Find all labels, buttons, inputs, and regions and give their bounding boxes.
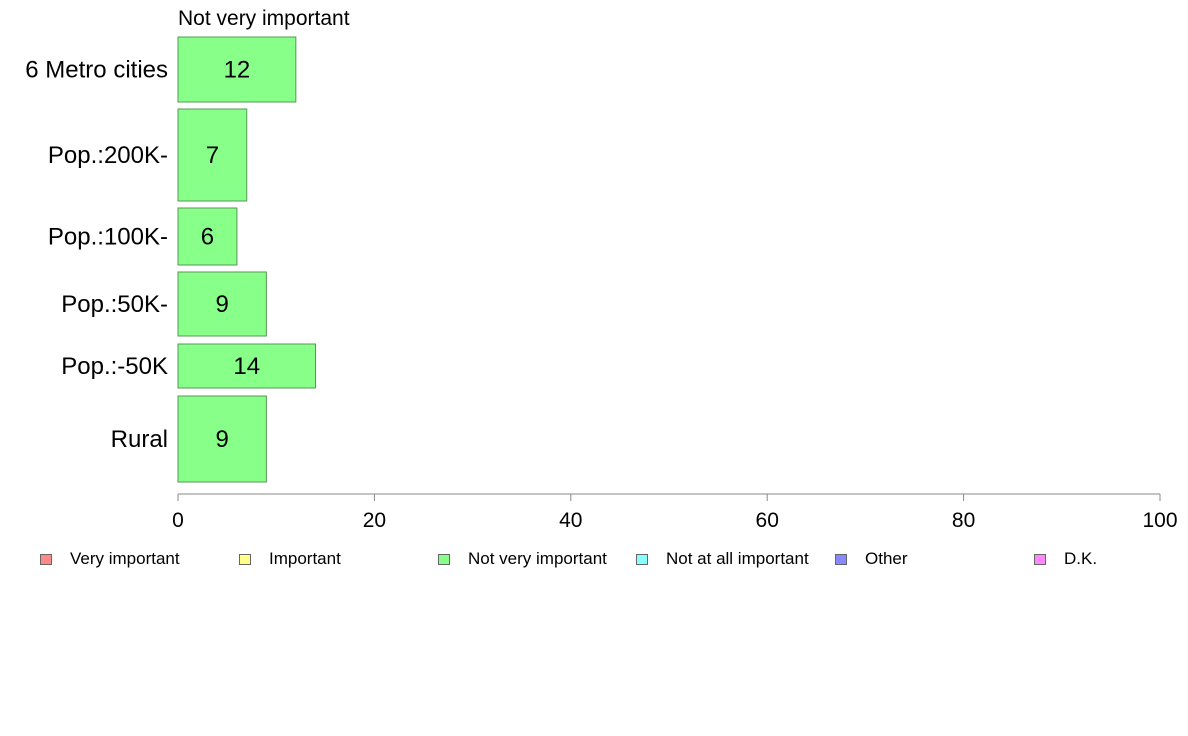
x-tick-label: 100 <box>1142 509 1177 532</box>
chart-title: Not very important <box>178 7 350 30</box>
category-label: Pop.:-50K <box>61 353 168 380</box>
x-axis: 0 20 40 60 80 100 <box>172 493 1178 532</box>
legend-label: D.K. <box>1064 549 1098 568</box>
x-tick-label: 80 <box>952 509 975 532</box>
category-label: Pop.:200K- <box>48 142 168 169</box>
legend-label: Other <box>865 549 908 568</box>
x-tick-label: 40 <box>559 509 582 532</box>
bar-0 <box>177 36 297 103</box>
bar-1 <box>177 108 248 202</box>
legend-swatch <box>835 553 847 565</box>
bar-value-label: 6 <box>201 224 214 251</box>
legend-item: Other <box>835 548 908 570</box>
category-label: Pop.:100K- <box>48 224 168 251</box>
legend-label: Not very important <box>468 549 607 568</box>
bar-value-label: 9 <box>216 291 229 318</box>
legend-swatch <box>438 553 450 565</box>
bars-group: 12 6 Metro cities 7 Pop.:200K- 6 Pop.:100K- 9 P… <box>25 36 316 483</box>
legend-swatch <box>239 553 251 565</box>
bar-5 <box>177 395 267 483</box>
legend-swatch <box>1034 553 1046 565</box>
legend-label: Not at all important <box>666 549 809 568</box>
legend-label: Very important <box>70 549 180 568</box>
legend-item: Not at all important <box>636 548 809 570</box>
category-label: Rural <box>111 426 168 453</box>
legend-swatch <box>636 553 648 565</box>
x-tick-label: 20 <box>363 509 386 532</box>
legend-item: Not very important <box>438 548 607 570</box>
bar-value-label: 12 <box>224 57 251 84</box>
legend-label: Important <box>269 549 341 568</box>
bar-3 <box>177 271 267 337</box>
x-tick-label: 0 <box>172 509 184 532</box>
category-label: Pop.:50K- <box>61 291 168 318</box>
bar-value-label: 9 <box>216 426 229 453</box>
bar-value-label: 7 <box>206 142 219 169</box>
bar-chart: Not very important 12 6 Metro cities 7 Pop.… <box>25 7 1178 532</box>
category-label: 6 Metro cities <box>25 57 168 84</box>
bar-value-label: 14 <box>233 353 260 380</box>
legend-item: Important <box>239 548 341 570</box>
x-tick-label: 60 <box>756 509 779 532</box>
legend-item: Very important <box>40 548 180 570</box>
bar-4 <box>177 343 316 389</box>
legend: Very important Important Not very importan… <box>0 548 1188 570</box>
legend-swatch <box>40 553 52 565</box>
bar-2 <box>177 207 238 266</box>
legend-item: D.K. <box>1034 548 1097 570</box>
